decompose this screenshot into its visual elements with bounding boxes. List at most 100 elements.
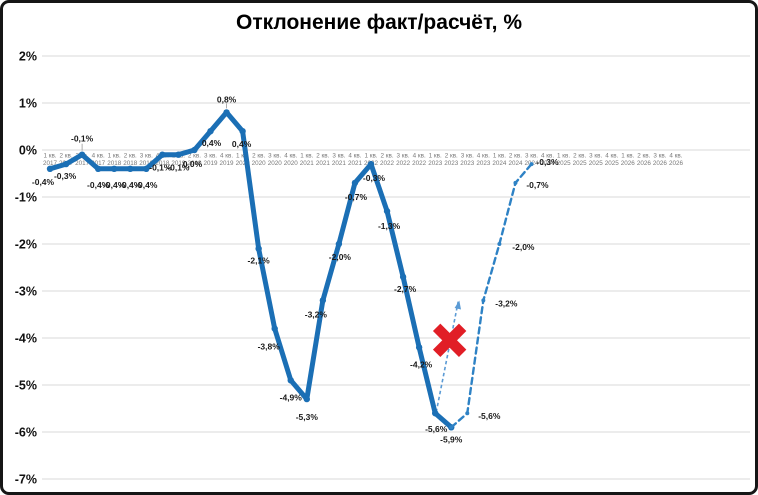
x-axis-label-quarter: 3 кв.: [653, 153, 666, 160]
rejected-arrow-head: [454, 300, 461, 310]
forecast-point-marker: [449, 425, 454, 430]
x-axis-label-quarter: 2 кв.: [380, 153, 393, 160]
x-axis-label-year: 2017: [75, 160, 90, 167]
x-axis-label-quarter: 3 кв.: [204, 153, 217, 160]
forecast-point-marker: [465, 411, 470, 416]
forecast-point-marker: [513, 180, 518, 185]
y-axis-label: 2%: [19, 50, 37, 64]
actual-point-marker: [399, 273, 407, 281]
actual-point-marker: [159, 151, 166, 158]
x-axis-label-year: 2026: [621, 160, 636, 167]
x-axis-label-quarter: 1 кв.: [429, 153, 442, 160]
actual-point-marker: [335, 240, 343, 248]
data-label: -4,9%: [280, 392, 303, 402]
actual-point-marker: [46, 165, 54, 172]
x-axis-label-quarter: 3 кв.: [525, 153, 538, 160]
y-axis-label: -1%: [15, 191, 37, 205]
data-label: -0,4%: [32, 177, 55, 187]
actual-point-marker: [287, 377, 294, 384]
y-axis-label: -6%: [15, 426, 37, 440]
x-axis-label-year: 2020: [236, 160, 251, 167]
x-axis-label-year: 2025: [605, 160, 620, 167]
x-axis-label-quarter: 1 кв.: [493, 153, 506, 160]
x-axis-label-year: 2024: [492, 160, 507, 167]
x-axis-label-quarter: 3 кв.: [332, 153, 345, 160]
x-axis-label-year: 2021: [332, 160, 347, 167]
data-label: -5,9%: [440, 434, 463, 444]
actual-point-marker: [111, 165, 118, 172]
y-axis-label: -2%: [15, 238, 37, 252]
x-axis-label-year: 2023: [444, 160, 459, 167]
actual-point-marker: [415, 344, 423, 351]
actual-point-marker: [78, 151, 86, 158]
data-label: 0,8%: [217, 94, 237, 104]
data-label: -0,4%: [103, 180, 126, 190]
data-label: -5,3%: [296, 412, 319, 422]
actual-point-marker: [94, 165, 102, 172]
x-axis-label-quarter: 1 кв.: [621, 153, 634, 160]
x-axis-label-quarter: 2 кв.: [316, 153, 329, 160]
forecast-point-marker: [481, 298, 486, 303]
actual-point-marker: [303, 395, 310, 403]
red-x-marker: [432, 323, 467, 358]
x-axis-label-quarter: 2 кв.: [252, 153, 265, 160]
x-axis-label-year: 2019: [220, 160, 235, 167]
x-axis-label-year: 2022: [412, 160, 427, 167]
y-axis-label: -5%: [15, 379, 37, 393]
x-axis-label-quarter: 4 кв.: [477, 153, 490, 160]
x-axis-label-quarter: 4 кв.: [348, 153, 361, 160]
x-axis-label-quarter: 1 кв.: [364, 153, 377, 160]
x-axis-label-quarter: 2 кв.: [509, 153, 522, 160]
data-label: -5,6%: [478, 411, 501, 421]
x-axis-label-year: 2018: [139, 160, 154, 167]
x-axis-label-year: 2024: [508, 160, 523, 167]
x-axis-label-year: 2019: [203, 160, 218, 167]
actual-point-marker: [127, 165, 134, 172]
forecast-point-marker: [529, 162, 534, 167]
data-label: -0,1%: [71, 134, 94, 144]
x-axis-label-quarter: 2 кв.: [188, 153, 201, 160]
data-label: -2,7%: [394, 284, 417, 294]
x-axis-label-quarter: 1 кв.: [108, 153, 121, 160]
data-label: -0,3%: [363, 173, 386, 183]
x-axis-label-quarter: 3 кв.: [140, 153, 153, 160]
x-axis-label-quarter: 3 кв.: [589, 153, 602, 160]
actual-point-marker: [239, 128, 246, 135]
data-label: -0,3%: [536, 157, 559, 167]
x-axis-label-year: 2025: [573, 160, 588, 167]
data-label: -0,3%: [54, 171, 77, 181]
x-axis-label-quarter: 1 кв.: [300, 153, 313, 160]
actual-point-marker: [62, 160, 70, 168]
x-axis-label-quarter: 1 кв.: [236, 153, 249, 160]
x-axis-label-quarter: 2 кв.: [445, 153, 458, 160]
x-axis-label-year: 2019: [187, 160, 202, 167]
data-label: -2,0%: [512, 242, 535, 252]
y-axis-label: 0%: [19, 144, 37, 158]
x-axis-label-year: 2023: [460, 160, 475, 167]
x-axis-label-quarter: 1 кв.: [43, 153, 56, 160]
data-label: -0,4%: [87, 180, 110, 190]
x-axis-label-year: 2026: [637, 160, 652, 167]
x-axis-label-year: 2018: [155, 160, 170, 167]
data-label: -0,1%: [149, 163, 172, 173]
actual-point-marker: [207, 128, 214, 135]
x-axis-label-year: 2017: [43, 160, 58, 167]
actual-point-marker: [351, 179, 359, 187]
actual-point-marker: [223, 109, 230, 116]
y-axis-label: -7%: [15, 473, 37, 487]
actual-point-marker: [432, 410, 439, 417]
x-axis-label-year: 2017: [91, 160, 106, 167]
x-axis-label-year: 2018: [107, 160, 122, 167]
data-label: -5,6%: [425, 424, 448, 434]
x-axis-label-quarter: 3 кв.: [268, 153, 281, 160]
x-axis-label-year: 2020: [284, 160, 299, 167]
x-axis-label-quarter: 3 кв.: [461, 153, 474, 160]
x-axis-label-quarter: 4 кв.: [669, 153, 682, 160]
actual-point-marker: [367, 160, 375, 168]
data-label: -0,1%: [167, 163, 190, 173]
x-axis-label-year: 2025: [589, 160, 604, 167]
forecast-line: [450, 162, 533, 429]
forecast-point-marker: [497, 242, 502, 246]
x-axis-label-quarter: 4 кв.: [92, 153, 105, 160]
x-axis-label-quarter: 2 кв.: [124, 153, 137, 160]
